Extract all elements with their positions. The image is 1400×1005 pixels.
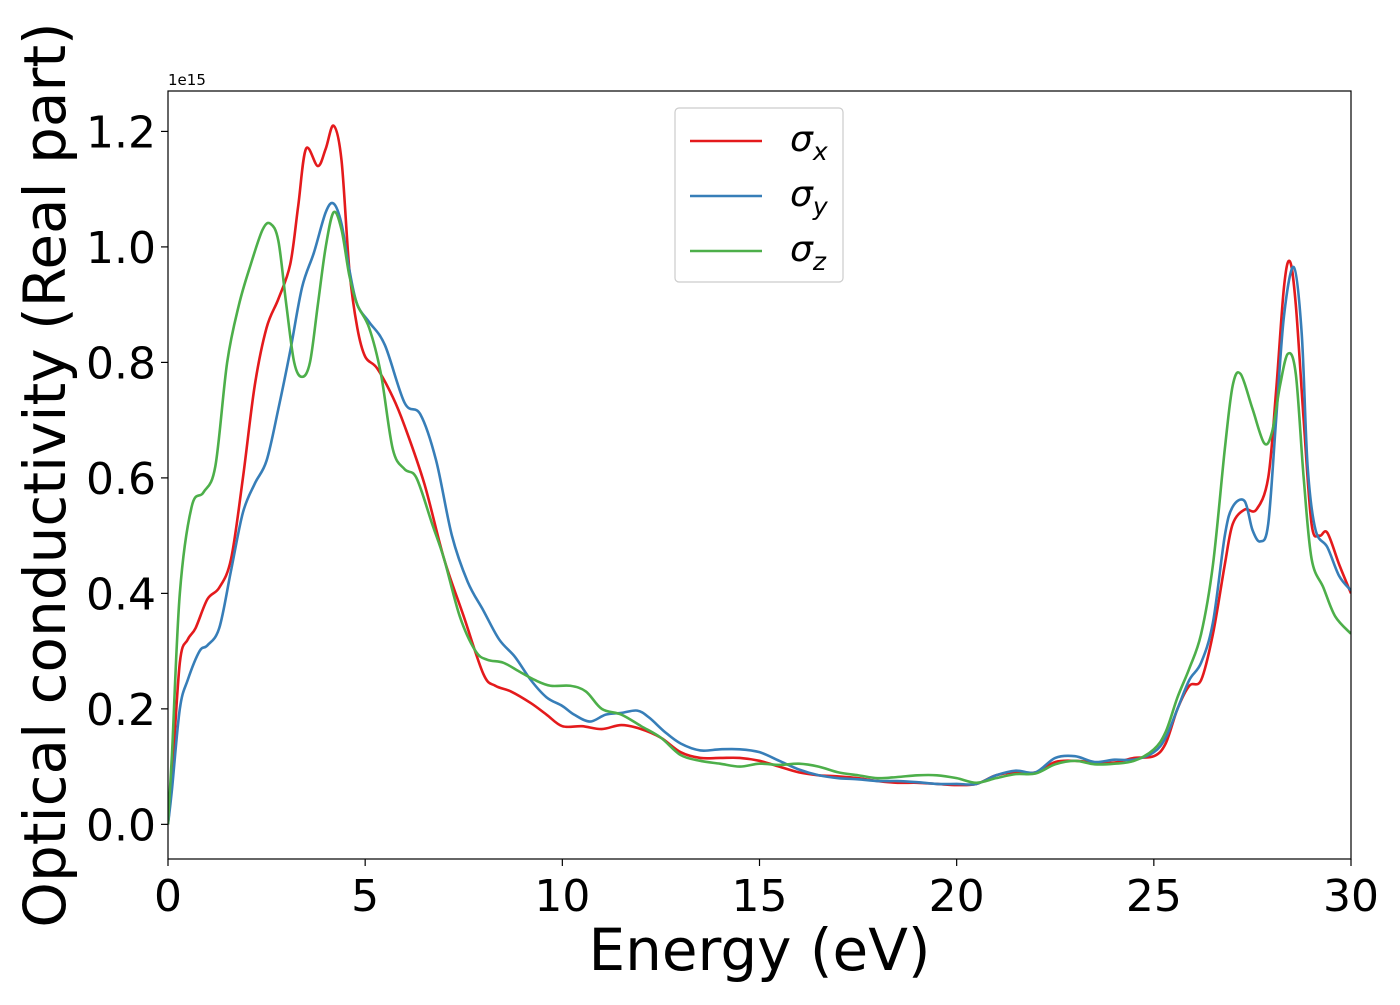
- y-tick-label: 0.8: [86, 338, 156, 389]
- y-axis-ticks: 0.0 0.2 0.4 0.6 0.8 1.0 1.2: [86, 107, 168, 851]
- x-tick-label: 0: [154, 871, 182, 922]
- x-axis-label: Energy (eV): [588, 916, 930, 984]
- x-axis-ticks: 0 5 10 15 20 25 30: [154, 859, 1379, 922]
- series-line-x: [168, 124, 1351, 825]
- x-tick-label: 25: [1126, 871, 1182, 922]
- x-tick-label: 30: [1323, 871, 1379, 922]
- x-tick-label: 20: [929, 871, 985, 922]
- y-tick-label: 0.6: [86, 454, 156, 505]
- series-line-y: [168, 201, 1351, 825]
- y-tick-label: 0.2: [86, 685, 156, 736]
- x-tick-label: 10: [534, 871, 590, 922]
- y-axis-offset-label: 1e15: [168, 71, 206, 89]
- y-tick-label: 0.0: [86, 800, 156, 851]
- y-tick-label: 1.2: [86, 107, 156, 158]
- series-line-z: [168, 210, 1351, 825]
- x-tick-label: 5: [351, 871, 379, 922]
- legend-label-z: σz: [790, 229, 827, 276]
- y-axis-label: Optical conductivity (Real part): [11, 22, 79, 927]
- y-tick-label: 1.0: [86, 223, 156, 274]
- y-tick-label: 0.4: [86, 569, 156, 620]
- lines-layer: [168, 124, 1351, 825]
- x-tick-label: 15: [732, 871, 788, 922]
